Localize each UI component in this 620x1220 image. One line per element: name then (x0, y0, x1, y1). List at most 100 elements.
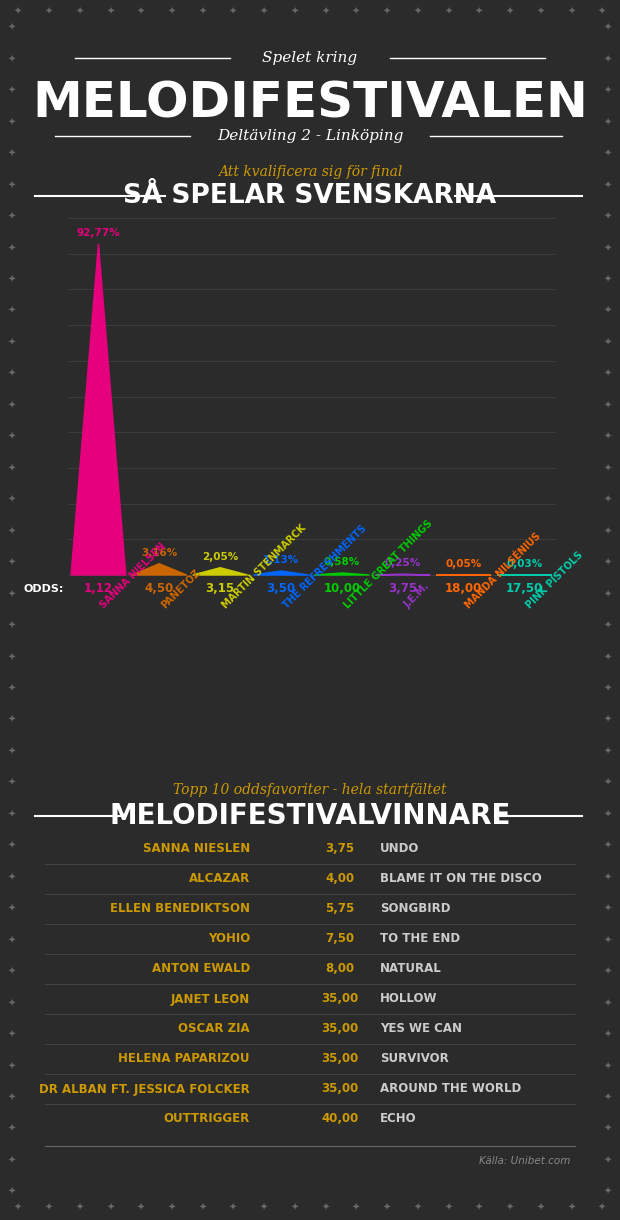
Text: ✦: ✦ (198, 1203, 206, 1213)
Text: ✦: ✦ (8, 85, 16, 96)
Text: ✦: ✦ (604, 55, 612, 65)
Text: ✦: ✦ (45, 7, 53, 17)
Text: ✦: ✦ (604, 683, 612, 694)
Text: ✦: ✦ (604, 1093, 612, 1103)
Text: ✦: ✦ (8, 589, 16, 599)
Text: ✦: ✦ (604, 1155, 612, 1165)
Text: 35,00: 35,00 (321, 1082, 358, 1096)
Text: ✦: ✦ (14, 7, 22, 17)
Text: AROUND THE WORLD: AROUND THE WORLD (380, 1082, 521, 1096)
Text: ✦: ✦ (604, 149, 612, 159)
Text: PINK PISTOLS: PINK PISTOLS (525, 549, 585, 610)
Text: ✦: ✦ (604, 1187, 612, 1197)
Text: ✦: ✦ (8, 653, 16, 662)
Text: 4,00: 4,00 (326, 872, 355, 886)
Text: ✦: ✦ (8, 1155, 16, 1165)
Text: 3,75: 3,75 (388, 582, 417, 595)
Text: ✦: ✦ (8, 715, 16, 725)
Text: ✦: ✦ (506, 7, 514, 17)
Text: ✦: ✦ (352, 7, 360, 17)
Text: ✦: ✦ (604, 810, 612, 820)
Text: ✦: ✦ (604, 936, 612, 946)
Text: ✦: ✦ (8, 936, 16, 946)
Text: ✦: ✦ (604, 117, 612, 127)
Text: ✦: ✦ (8, 306, 16, 316)
Text: ✦: ✦ (229, 7, 237, 17)
Text: 0,58%: 0,58% (324, 556, 360, 567)
Text: ✦: ✦ (8, 558, 16, 567)
Text: OSCAR ZIA: OSCAR ZIA (179, 1022, 250, 1036)
Text: ✦: ✦ (321, 1203, 329, 1213)
Text: 35,00: 35,00 (321, 1053, 358, 1065)
Text: ✦: ✦ (604, 1061, 612, 1071)
Text: ECHO: ECHO (380, 1113, 417, 1126)
Text: UNDO: UNDO (380, 843, 419, 855)
Text: 4,50: 4,50 (144, 582, 174, 595)
Text: ✦: ✦ (8, 1061, 16, 1071)
Text: 0,03%: 0,03% (507, 559, 542, 569)
Text: ✦: ✦ (604, 526, 612, 537)
Text: 0,05%: 0,05% (446, 559, 482, 569)
Text: ✦: ✦ (291, 1203, 299, 1213)
Text: 3,15: 3,15 (206, 582, 235, 595)
Text: 10,00: 10,00 (324, 582, 360, 595)
Text: ✦: ✦ (604, 998, 612, 1008)
Text: ✦: ✦ (604, 243, 612, 254)
Text: ✦: ✦ (536, 7, 544, 17)
Text: Källa: Unibet.com: Källa: Unibet.com (479, 1157, 570, 1166)
Text: ✦: ✦ (8, 464, 16, 473)
Text: ✦: ✦ (604, 715, 612, 725)
Text: ✦: ✦ (604, 747, 612, 756)
Text: ✦: ✦ (604, 338, 612, 348)
Text: 8,00: 8,00 (326, 963, 355, 976)
Text: ✦: ✦ (8, 274, 16, 284)
Text: ✦: ✦ (8, 778, 16, 788)
Text: ✦: ✦ (604, 841, 612, 850)
Text: 5,75: 5,75 (326, 903, 355, 915)
Text: BLAME IT ON THE DISCO: BLAME IT ON THE DISCO (380, 872, 542, 886)
Text: ✦: ✦ (8, 181, 16, 190)
Text: ✦: ✦ (260, 1203, 268, 1213)
Text: 2,05%: 2,05% (202, 551, 238, 561)
Text: ✦: ✦ (291, 7, 299, 17)
Text: ✦: ✦ (14, 1203, 22, 1213)
Text: MELODIFESTIVALVINNARE: MELODIFESTIVALVINNARE (109, 802, 511, 830)
Text: LITTLE GREAT THINGS: LITTLE GREAT THINGS (342, 517, 434, 610)
Text: ✦: ✦ (321, 7, 329, 17)
Text: ANTON EWALD: ANTON EWALD (152, 963, 250, 976)
Text: ✦: ✦ (445, 7, 453, 17)
Text: Deltävling 2 - Linköping: Deltävling 2 - Linköping (217, 129, 403, 143)
Text: ✦: ✦ (229, 1203, 237, 1213)
Text: MANDA NILSÉNIUS: MANDA NILSÉNIUS (464, 531, 543, 610)
Text: ✦: ✦ (8, 526, 16, 537)
Text: 1,12: 1,12 (84, 582, 113, 595)
Text: ✦: ✦ (604, 1124, 612, 1135)
Text: ✦: ✦ (8, 495, 16, 505)
Text: ✦: ✦ (506, 1203, 514, 1213)
Text: ✦: ✦ (604, 370, 612, 379)
Text: ✦: ✦ (475, 7, 483, 17)
Text: ✦: ✦ (8, 872, 16, 882)
Text: ✦: ✦ (8, 1124, 16, 1135)
Text: DR ALBAN FT. JESSICA FOLCKER: DR ALBAN FT. JESSICA FOLCKER (39, 1082, 250, 1096)
Text: ✦: ✦ (8, 243, 16, 254)
Text: ✦: ✦ (536, 1203, 544, 1213)
Text: ✦: ✦ (198, 7, 206, 17)
Text: ✦: ✦ (8, 149, 16, 159)
Text: ✦: ✦ (445, 1203, 453, 1213)
Text: ✦: ✦ (8, 117, 16, 127)
Text: THE REFRESHMENTS: THE REFRESHMENTS (281, 523, 368, 610)
Text: 3,16%: 3,16% (141, 548, 177, 558)
Text: Topp 10 oddsfavoriter - hela startfältet: Topp 10 oddsfavoriter - hela startfältet (173, 783, 447, 797)
Text: 0,25%: 0,25% (384, 558, 421, 569)
Text: 1,13%: 1,13% (263, 555, 299, 565)
Text: ✦: ✦ (598, 7, 606, 17)
Text: ✦: ✦ (106, 7, 114, 17)
Text: ✦: ✦ (604, 85, 612, 96)
Text: ✦: ✦ (76, 1203, 84, 1213)
Text: ✦: ✦ (604, 181, 612, 190)
Text: ✦: ✦ (8, 23, 16, 33)
Text: 3,75: 3,75 (326, 843, 355, 855)
Text: ✦: ✦ (475, 1203, 483, 1213)
Text: ✦: ✦ (8, 810, 16, 820)
